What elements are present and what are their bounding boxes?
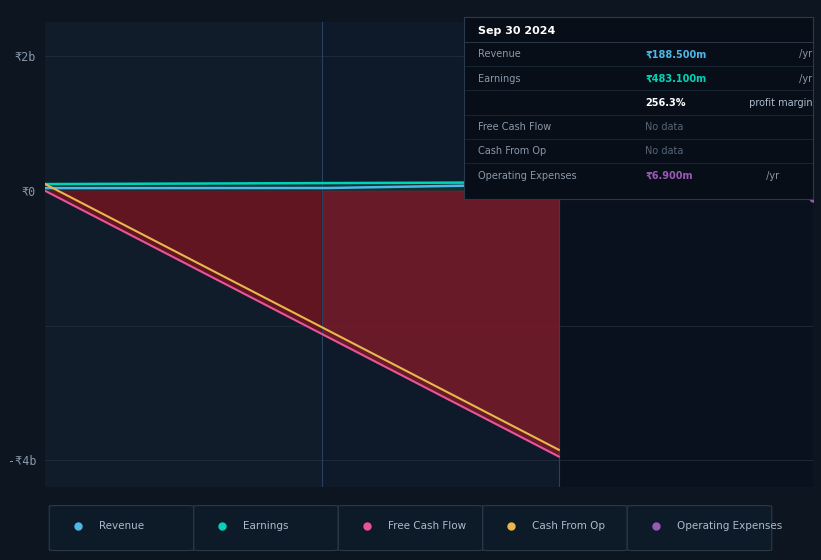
Text: Revenue: Revenue: [99, 521, 144, 531]
Text: profit margin: profit margin: [745, 98, 813, 108]
Text: ₹6.900m: ₹6.900m: [645, 171, 693, 181]
FancyBboxPatch shape: [483, 506, 627, 550]
Text: Earnings: Earnings: [243, 521, 288, 531]
FancyBboxPatch shape: [194, 506, 338, 550]
Bar: [45, 22, 322, 487]
Text: Sep 30 2024: Sep 30 2024: [478, 26, 555, 36]
Text: Cash From Op: Cash From Op: [532, 521, 605, 531]
Text: Operating Expenses: Operating Expenses: [478, 171, 576, 181]
Text: Operating Expenses: Operating Expenses: [677, 521, 782, 531]
Text: Earnings: Earnings: [478, 74, 521, 83]
Bar: [322, 22, 559, 487]
Bar: [559, 22, 813, 487]
Text: No data: No data: [645, 122, 684, 132]
Text: /yr: /yr: [763, 171, 778, 181]
Text: /yr: /yr: [796, 49, 812, 59]
Text: 256.3%: 256.3%: [645, 98, 686, 108]
FancyBboxPatch shape: [338, 506, 483, 550]
Text: Cash From Op: Cash From Op: [478, 147, 546, 156]
Text: Free Cash Flow: Free Cash Flow: [388, 521, 466, 531]
Text: Revenue: Revenue: [478, 49, 521, 59]
FancyBboxPatch shape: [49, 506, 194, 550]
FancyBboxPatch shape: [627, 506, 772, 550]
Text: Free Cash Flow: Free Cash Flow: [478, 122, 551, 132]
Text: No data: No data: [645, 147, 684, 156]
Text: ₹188.500m: ₹188.500m: [645, 49, 707, 59]
Text: /yr: /yr: [796, 74, 812, 83]
Text: ₹483.100m: ₹483.100m: [645, 74, 706, 83]
